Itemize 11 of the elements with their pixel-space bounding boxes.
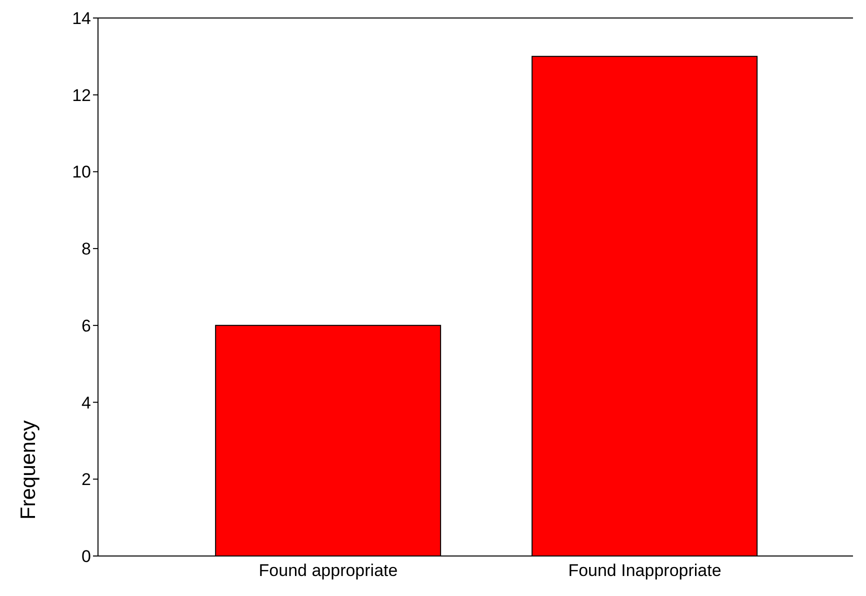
y-tick-label: 4 bbox=[82, 393, 91, 412]
x-tick-label: Found appropriate bbox=[258, 561, 398, 580]
y-tick-label: 6 bbox=[82, 316, 91, 336]
y-tick-label: 0 bbox=[82, 547, 91, 566]
x-tick-label: Found Inappropriate bbox=[568, 561, 722, 580]
y-tick-label: 14 bbox=[72, 9, 91, 28]
y-tick-label: 12 bbox=[72, 86, 91, 105]
y-tick-label: 8 bbox=[82, 240, 91, 259]
y-tick-label: 10 bbox=[72, 162, 91, 182]
y-axis-title: Frequency bbox=[17, 420, 40, 520]
y-tick-label: 2 bbox=[82, 470, 91, 490]
